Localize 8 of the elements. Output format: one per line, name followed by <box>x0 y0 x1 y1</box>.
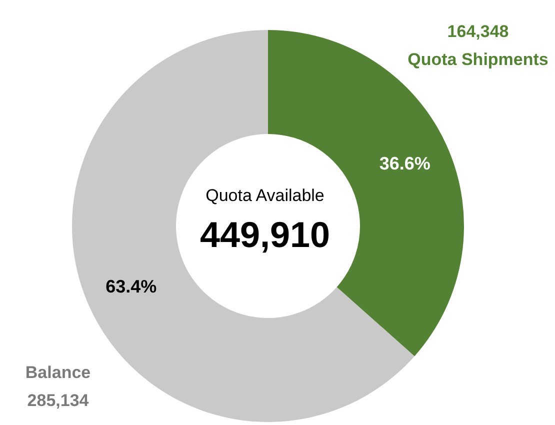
slice-label: Balance <box>25 363 91 382</box>
text: Quota Available <box>206 186 324 205</box>
text: 36.6% <box>379 154 430 174</box>
text: 63.4% <box>106 276 157 296</box>
data-label: 285,134 <box>27 391 90 410</box>
data-label: 164,348 <box>447 22 509 41</box>
text: 449,910 <box>200 214 330 255</box>
slice-label: Quota Shipments <box>408 50 548 69</box>
